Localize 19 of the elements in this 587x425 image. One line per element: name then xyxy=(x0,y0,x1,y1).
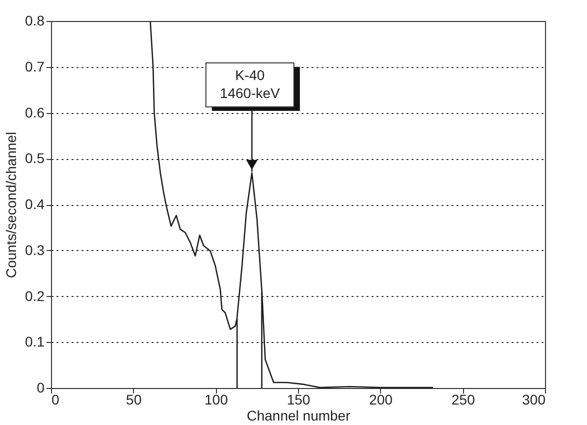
x-tick-label: 0 xyxy=(52,392,60,408)
x-tick-label: 100 xyxy=(204,392,228,408)
y-tick-label: 0.4 xyxy=(25,196,45,212)
y-tick-label: 0.2 xyxy=(25,288,45,304)
x-tick-label: 250 xyxy=(451,392,476,408)
x-tick-label: 150 xyxy=(286,392,310,408)
x-axis-title: Channel number xyxy=(246,408,351,424)
annotation: K-40 1460-keV xyxy=(220,66,281,101)
y-tick-label: 0.8 xyxy=(25,12,45,28)
y-tick-label: 0.7 xyxy=(25,58,45,74)
y-tick-label: 0.5 xyxy=(25,150,45,166)
y-axis-title: Counts/second/channel xyxy=(3,132,20,278)
x-tick-label: 50 xyxy=(126,392,142,408)
y-tick-label: 0.1 xyxy=(25,334,45,350)
y-tick-label: 0.6 xyxy=(25,104,45,120)
y-tick-label: 0 xyxy=(36,380,45,396)
x-tick-label: 200 xyxy=(369,392,393,408)
x-tick-label: 300 xyxy=(522,392,546,408)
y-tick-label: 0.3 xyxy=(25,242,45,258)
